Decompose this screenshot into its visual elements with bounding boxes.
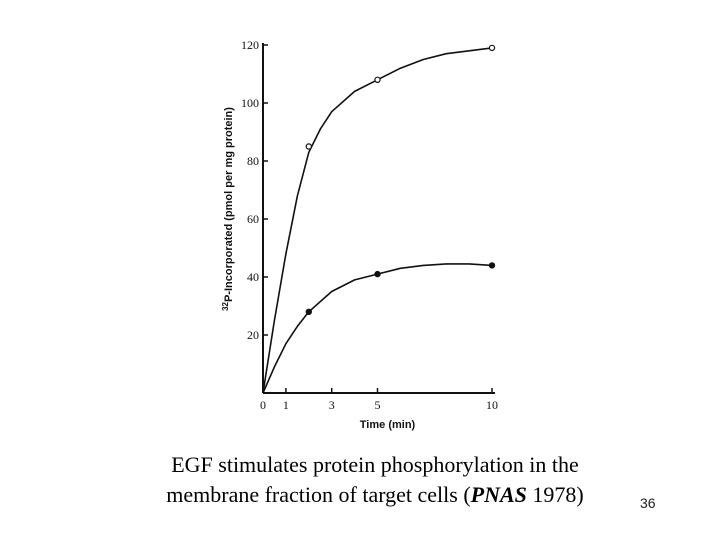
y-axis-title: 32P-Incorporated (pmol per mg protein) [221, 107, 235, 311]
chart: 20 40 60 80 100 120 0 1 3 5 10 Time (min) 32P-Incorp… [221, 38, 498, 431]
series-open-circles-point-1 [305, 143, 312, 150]
y-tick-label-60: 60 [247, 212, 259, 226]
x-tick-label-5: 5 [375, 398, 381, 412]
caption-journal: PNAS [470, 482, 527, 507]
y-tick-label-40: 40 [247, 270, 259, 284]
x-tick-label-10: 10 [486, 398, 498, 412]
x-axis-title: Time (min) [360, 419, 416, 431]
series-filled-circles-point-3 [488, 262, 496, 269]
x-tick-label-1: 1 [283, 398, 289, 412]
caption-line-2-after: 1978) [526, 482, 584, 507]
y-axis-title-text: P-Incorporated (pmol per mg protein) [223, 107, 235, 302]
caption-line-2-before: membrane fraction of target cells ( [166, 482, 471, 507]
chart-markers [305, 44, 496, 315]
chart-labels: 20 40 60 80 100 120 0 1 3 5 10 Time (min) 32P-Incorp… [221, 38, 498, 431]
x-tick-label-3: 3 [329, 398, 335, 412]
series-open-circles-point-2 [374, 76, 381, 84]
x-tick-label-0: 0 [260, 398, 266, 412]
caption-line-1: EGF stimulates protein phosphorylation i… [171, 452, 579, 477]
slide-caption: EGF stimulates protein phosphorylation i… [120, 450, 630, 510]
series-open-circles-point-3 [488, 44, 496, 52]
chart-axes [262, 43, 495, 394]
series-filled-circles-line [262, 263, 493, 394]
y-tick-label-120: 120 [241, 38, 259, 52]
y-tick-label-20: 20 [247, 328, 259, 342]
slide-number: 36 [640, 495, 656, 511]
series-filled-circles-point-1 [305, 308, 312, 315]
caption-line-2: membrane fraction of target cells (PNAS … [120, 480, 630, 510]
series-filled-circles-point-2 [374, 270, 381, 278]
y-axis-title-superscript: 32 [221, 301, 230, 310]
y-tick-label-80: 80 [247, 154, 259, 168]
chart-curves [262, 47, 493, 394]
series-open-circles-line [262, 47, 493, 394]
y-tick-label-100: 100 [241, 96, 259, 110]
